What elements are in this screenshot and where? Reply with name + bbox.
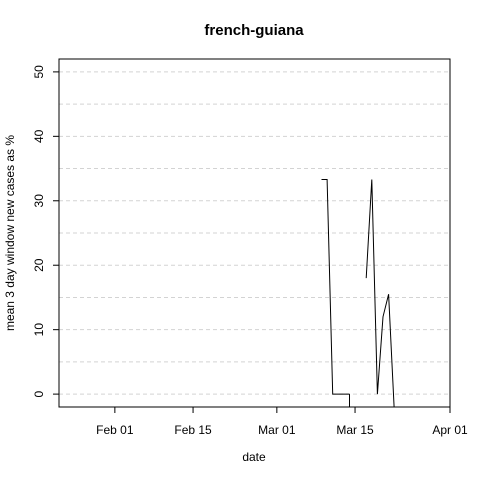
series-line — [365, 179, 395, 408]
x-tick-label: Feb 15 — [174, 423, 212, 437]
plot-frame — [58, 58, 451, 408]
series-layer — [321, 179, 395, 408]
series-line — [321, 179, 350, 395]
x-tick-label: Apr 01 — [432, 423, 468, 437]
y-axis-label: mean 3 day window new cases as % — [3, 135, 17, 331]
grid-layer — [59, 71, 450, 395]
x-tick-label: Feb 01 — [96, 423, 134, 437]
x-axis: Feb 01 Feb 15 Mar 01 Mar 15 Apr 01 — [96, 407, 468, 437]
y-tick-label: 0 — [32, 390, 46, 397]
chart-title: french-guiana — [204, 22, 304, 39]
y-tick-label: 10 — [32, 323, 46, 337]
y-tick-label: 40 — [32, 129, 46, 143]
y-tick-label: 30 — [32, 194, 46, 208]
x-tick-label: Mar 01 — [258, 423, 296, 437]
x-axis-label: date — [242, 450, 266, 464]
y-tick-label: 20 — [32, 258, 46, 272]
y-axis: 0 10 20 30 40 50 — [32, 65, 59, 397]
y-tick-label: 50 — [32, 65, 46, 79]
x-tick-label: Mar 15 — [336, 423, 374, 437]
